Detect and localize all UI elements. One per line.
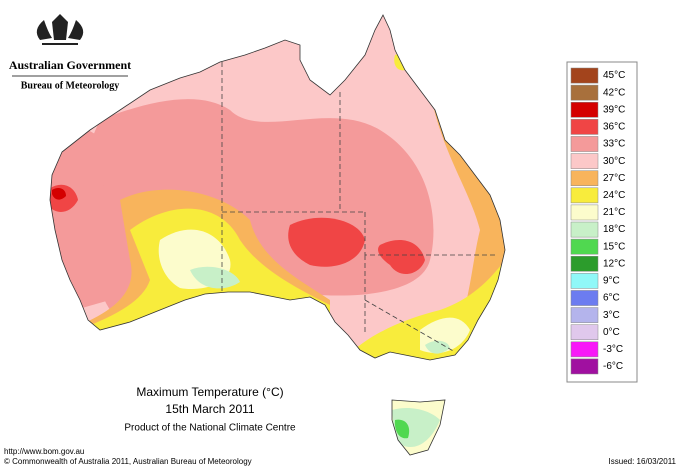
crest: [36, 14, 84, 45]
legend-label: 18°C: [603, 224, 625, 235]
footer-issued: Issued: 16/03/2011: [609, 457, 677, 466]
legend-label: 36°C: [603, 122, 625, 133]
legend-swatch: [570, 255, 599, 272]
legend-label: 33°C: [603, 139, 625, 150]
legend-swatch: [570, 204, 599, 221]
legend-swatch: [570, 273, 599, 289]
legend-label: 42°C: [603, 87, 625, 98]
government-name: Australian Government: [9, 58, 131, 72]
legend-label: 3°C: [603, 310, 620, 321]
legend: 45°C 42°C 39°C 36°C 33°C 30°C 27°C 24°C 21°C 18°C…: [570, 67, 625, 375]
legend-swatch: [570, 170, 599, 187]
legend-label: 27°C: [603, 173, 625, 184]
bureau-name: Bureau of Meteorology: [21, 80, 120, 91]
coastline: [49, 14, 506, 361]
tasmania-coast: [391, 399, 446, 456]
legend-swatch: [570, 67, 599, 84]
legend-label: 0°C: [603, 327, 620, 338]
legend-label: -6°C: [603, 361, 623, 372]
tasmania: [392, 400, 445, 455]
legend-swatch: [570, 358, 599, 375]
legend-swatch: [570, 341, 599, 358]
state-borders: [221, 62, 495, 353]
legend-swatch: [570, 136, 599, 152]
legend-label: 15°C: [603, 241, 625, 252]
legend-label: 9°C: [603, 276, 620, 287]
legend-swatch: [570, 221, 599, 238]
map-date: 15th March 2011: [165, 402, 254, 416]
legend-label: 6°C: [603, 293, 620, 304]
legend-swatch: [570, 290, 599, 306]
footer-copyright: © Commonwealth of Australia 2011, Austra…: [4, 457, 252, 466]
legend-swatch: [570, 307, 599, 323]
legend-swatch: [570, 324, 599, 341]
legend-swatch: [570, 187, 599, 204]
legend-label: 24°C: [603, 190, 625, 201]
legend-swatch: [570, 101, 599, 118]
map-title: Maximum Temperature (°C): [136, 385, 283, 399]
legend-swatch: [570, 238, 599, 255]
legend-label: 30°C: [603, 156, 625, 167]
legend-label: 39°C: [603, 104, 625, 115]
legend-swatch: [570, 119, 599, 135]
legend-label: 12°C: [603, 258, 625, 269]
legend-label: -3°C: [603, 344, 623, 355]
legend-label: 45°C: [603, 70, 625, 81]
legend-label: 21°C: [603, 207, 625, 218]
legend-swatch: [570, 153, 599, 169]
footer-url: http://www.bom.gov.au: [4, 447, 84, 456]
map-product: Product of the National Climate Centre: [124, 423, 296, 434]
legend-swatch: [570, 84, 599, 101]
